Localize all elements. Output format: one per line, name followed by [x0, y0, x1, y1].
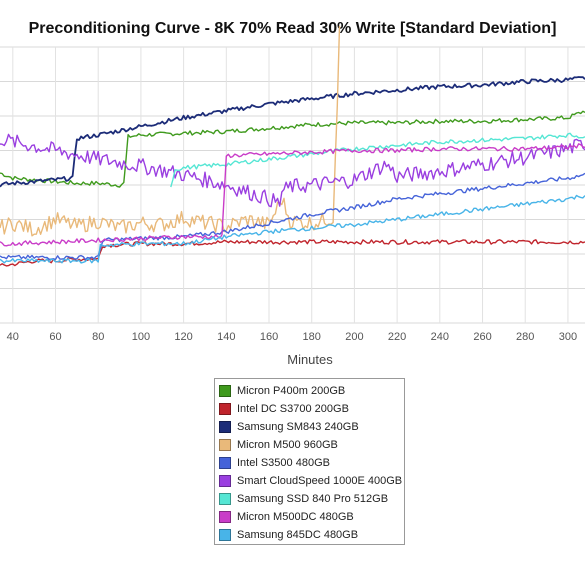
- series-line-1: [0, 239, 585, 267]
- x-axis-ticks: 40 60 80 100 120 140 160 180 200 220 240 260 280 300: [7, 331, 577, 343]
- x-tick-label: 40: [7, 331, 19, 343]
- legend-label: Intel DC S3700 200GB: [237, 403, 349, 415]
- legend-swatch: [219, 529, 231, 541]
- series-line-2: [0, 76, 585, 188]
- series-line-0: [0, 110, 585, 188]
- x-tick-label: 60: [49, 331, 61, 343]
- legend-item: Intel S3500 480GB: [219, 454, 404, 472]
- legend-label: Samsung 845DC 480GB: [237, 529, 359, 541]
- legend-item: Intel DC S3700 200GB: [219, 400, 404, 418]
- series-layer: [0, 25, 585, 267]
- legend-swatch: [219, 421, 231, 433]
- legend-item: Micron P400m 200GB: [219, 382, 404, 400]
- legend-label: Intel S3500 480GB: [237, 457, 330, 469]
- legend-item: Samsung 845DC 480GB: [219, 526, 404, 544]
- x-tick-label: 260: [473, 331, 491, 343]
- legend-label: Micron P400m 200GB: [237, 385, 346, 397]
- legend-item: Micron M500DC 480GB: [219, 508, 404, 526]
- legend-swatch: [219, 403, 231, 415]
- x-tick-label: 300: [559, 331, 577, 343]
- x-tick-label: 80: [92, 331, 104, 343]
- legend-label: Micron M500DC 480GB: [237, 511, 354, 523]
- x-axis-label: Minutes: [287, 352, 333, 367]
- legend-swatch: [219, 385, 231, 397]
- x-tick-label: 140: [217, 331, 235, 343]
- x-tick-label: 280: [516, 331, 534, 343]
- series-line-8: [0, 194, 585, 264]
- x-tick-label: 180: [303, 331, 321, 343]
- legend-label: Samsung SM843 240GB: [237, 421, 359, 433]
- series-line-7: [0, 143, 585, 247]
- legend-swatch: [219, 457, 231, 469]
- chart-legend: Micron P400m 200GB Intel DC S3700 200GB Sa…: [214, 378, 405, 545]
- legend-item: Micron M500 960GB: [219, 436, 404, 454]
- x-tick-label: 220: [388, 331, 406, 343]
- series-line-5: [0, 133, 585, 208]
- legend-swatch: [219, 439, 231, 451]
- x-tick-label: 120: [174, 331, 192, 343]
- legend-label: Micron M500 960GB: [237, 439, 338, 451]
- x-tick-label: 200: [345, 331, 363, 343]
- legend-item: Smart CloudSpeed 1000E 400GB: [219, 472, 404, 490]
- x-tick-label: 240: [431, 331, 449, 343]
- legend-item: Samsung SSD 840 Pro 512GB: [219, 490, 404, 508]
- legend-item: Samsung SM843 240GB: [219, 418, 404, 436]
- series-line-3: [0, 25, 341, 237]
- legend-swatch: [219, 493, 231, 505]
- legend-label: Samsung SSD 840 Pro 512GB: [237, 493, 389, 505]
- legend-label: Smart CloudSpeed 1000E 400GB: [237, 475, 403, 487]
- grid-layer: [0, 46, 585, 324]
- legend-swatch: [219, 511, 231, 523]
- series-line-4: [0, 172, 585, 261]
- x-tick-label: 100: [132, 331, 150, 343]
- legend-swatch: [219, 475, 231, 487]
- chart-title: Preconditioning Curve - 8K 70% Read 30% …: [28, 20, 557, 37]
- x-tick-label: 160: [260, 331, 278, 343]
